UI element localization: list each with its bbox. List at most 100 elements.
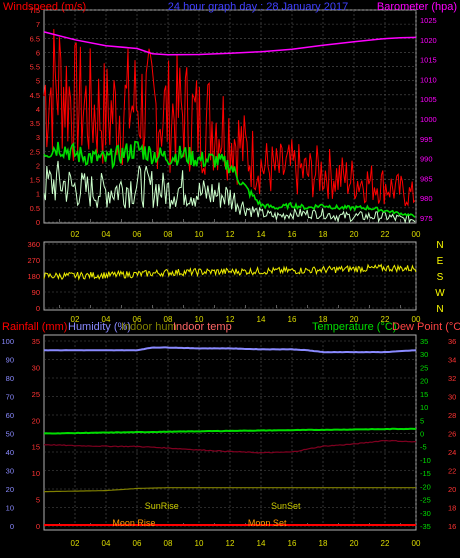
barometer-tick-label: 1015 <box>420 56 437 65</box>
x-tick-label: 12 <box>226 230 235 239</box>
windspeed-tick-label: 1.5 <box>30 176 40 185</box>
temperature-tick-label: 20 <box>420 377 428 386</box>
x-tick-label: 12 <box>226 315 235 324</box>
x-tick-label: 08 <box>164 315 173 324</box>
humidity-tick-label: 60 <box>6 411 14 420</box>
humidity-tick-label: 80 <box>6 374 14 383</box>
x-tick-label: 18 <box>319 230 328 239</box>
windspeed-axis-label: Windspeed (m/s) <box>3 1 86 13</box>
wind-gust-series <box>43 29 416 207</box>
dew-point-tick-label: 22 <box>448 467 456 476</box>
x-tick-label: 04 <box>102 230 111 239</box>
rainfall-tick-label: 25 <box>32 390 40 399</box>
x-tick-label: 08 <box>164 539 173 548</box>
barometer-tick-label: 990 <box>420 155 433 164</box>
barometer-tick-label: 995 <box>420 135 433 144</box>
temperature-tick-label: -20 <box>420 482 431 491</box>
dew-point-tick-label: 26 <box>448 430 456 439</box>
barometer-tick-label: 980 <box>420 194 433 203</box>
rainfall-tick-label: 15 <box>32 443 40 452</box>
windspeed-tick-label: 7.5 <box>30 6 40 15</box>
humidity-tick-label: 20 <box>6 485 14 494</box>
indoor-hum-label: Indoor hum <box>121 321 177 333</box>
humidity-tick-label: 50 <box>6 430 14 439</box>
x-tick-label: 00 <box>412 230 421 239</box>
wind-average-series <box>43 140 416 218</box>
humidity-tick-label: 0 <box>10 522 14 531</box>
temperature-tick-label: -5 <box>420 443 427 452</box>
windspeed-tick-label: 0 <box>36 218 40 227</box>
temperature-tick-label: 0 <box>420 430 424 439</box>
x-tick-label: 00 <box>412 315 421 324</box>
series-layer <box>43 29 417 526</box>
compass-label: N <box>436 304 443 315</box>
x-tick-label: 06 <box>133 539 142 548</box>
x-tick-label: 04 <box>102 315 111 324</box>
chart-title: 24 hour graph day : 28 January 2017 <box>168 1 348 13</box>
dew-point-series <box>43 439 417 454</box>
dew-point-tick-label: 28 <box>448 411 456 420</box>
temperature-tick-label: -15 <box>420 469 431 478</box>
humidity-axis-label: Humidity (%) <box>68 321 131 333</box>
x-tick-label: 22 <box>381 539 390 548</box>
barometer-axis-label: Barometer (hpa) <box>377 1 457 13</box>
rainfall-tick-label: 35 <box>32 337 40 346</box>
compass-label: E <box>437 256 444 267</box>
x-tick-label: 14 <box>257 539 266 548</box>
moon-event-label: Moon Rise <box>112 518 155 528</box>
rainfall-tick-label: 0 <box>36 522 40 531</box>
dew-point-tick-label: 30 <box>448 393 456 402</box>
x-tick-label: 02 <box>71 230 80 239</box>
rainfall-tick-label: 5 <box>36 496 40 505</box>
x-tick-label: 20 <box>350 230 359 239</box>
direction-tick-label: 270 <box>27 256 40 265</box>
x-tick-label: 02 <box>71 539 80 548</box>
x-tick-label: 18 <box>319 315 328 324</box>
barometer-tick-label: 1005 <box>420 95 437 104</box>
indoor-temp-label: Indoor temp <box>173 321 232 333</box>
temperature-tick-label: 5 <box>420 416 424 425</box>
x-tick-label: 10 <box>195 315 204 324</box>
x-tick-label: 16 <box>288 230 297 239</box>
barometer-series <box>43 31 417 56</box>
windspeed-tick-label: 7 <box>36 20 40 29</box>
x-tick-label: 16 <box>288 539 297 548</box>
temperature-axis-label: Temperature (°C) <box>312 321 396 333</box>
windspeed-tick-label: 4.5 <box>30 91 40 100</box>
temperature-tick-label: -30 <box>420 509 431 518</box>
temperature-tick-label: 30 <box>420 350 428 359</box>
x-tick-label: 20 <box>350 539 359 548</box>
direction-tick-label: 0 <box>36 304 40 313</box>
humidity-series <box>44 346 417 354</box>
moon-event-label: Moon Set <box>248 518 287 528</box>
temperature-tick-label: 10 <box>420 403 428 412</box>
x-tick-label: 22 <box>381 315 390 324</box>
compass-label: S <box>437 272 444 283</box>
barometer-tick-label: 1025 <box>420 16 437 25</box>
windspeed-tick-label: 5 <box>36 77 40 86</box>
direction-tick-label: 180 <box>27 272 40 281</box>
barometer-tick-label: 1010 <box>420 75 437 84</box>
humidity-tick-label: 90 <box>6 356 14 365</box>
direction-tick-label: 90 <box>32 288 40 297</box>
dew-point-axis-label: Dew Point (°C) <box>392 321 460 333</box>
indoor-series <box>44 487 416 493</box>
wind-direction-series <box>43 263 417 281</box>
temperature-tick-label: -10 <box>420 456 431 465</box>
label-layer: 02 04 06 08 10 12 14 16 18 20 22 0000.511.522.533.5… <box>1 6 456 548</box>
x-tick-label: 06 <box>133 315 142 324</box>
dew-point-tick-label: 34 <box>448 356 456 365</box>
humidity-tick-label: 30 <box>6 467 14 476</box>
dew-point-tick-label: 18 <box>448 504 456 513</box>
x-tick-label: 06 <box>133 230 142 239</box>
temperature-tick-label: -35 <box>420 522 431 531</box>
rainfall-tick-label: 30 <box>32 363 40 372</box>
barometer-tick-label: 1020 <box>420 36 437 45</box>
windspeed-tick-label: 2 <box>36 161 40 170</box>
windspeed-tick-label: 5.5 <box>30 63 40 72</box>
windspeed-tick-label: 2.5 <box>30 147 40 156</box>
barometer-tick-label: 985 <box>420 174 433 183</box>
compass-label: N <box>436 240 443 251</box>
dew-point-tick-label: 16 <box>448 522 456 531</box>
windspeed-tick-label: 0.5 <box>30 204 40 213</box>
